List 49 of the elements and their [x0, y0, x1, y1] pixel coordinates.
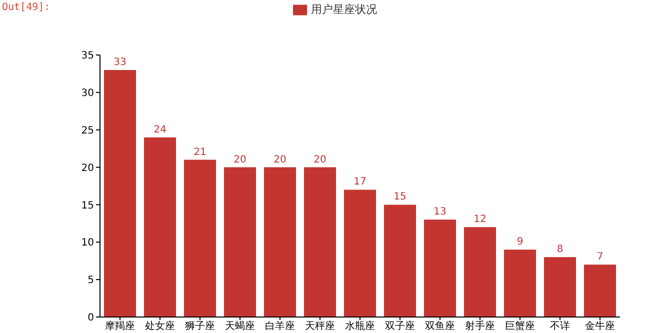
- bar: [104, 70, 136, 317]
- x-tick-label: 天秤座: [305, 320, 335, 332]
- x-tick-label: 双子座: [385, 320, 415, 332]
- bar: [184, 160, 216, 317]
- data-label: 9: [516, 236, 524, 248]
- data-label: 20: [314, 154, 326, 166]
- data-label: 8: [556, 244, 564, 256]
- data-label: 17: [354, 176, 366, 188]
- x-tick-label: 双鱼座: [425, 320, 455, 332]
- text: Out[49]:: [2, 2, 50, 13]
- bar: [344, 190, 376, 317]
- y-tick-label: 10: [81, 238, 94, 249]
- legend-label: 用户星座状况: [311, 3, 377, 16]
- x-tick-label: 处女座: [145, 320, 175, 332]
- x-tick-label: 水瓶座: [345, 320, 375, 332]
- y-tick-label: 0: [88, 312, 94, 324]
- x-tick-label: 狮子座: [185, 320, 215, 332]
- data-label: 20: [234, 154, 246, 166]
- data-label: 21: [194, 146, 206, 158]
- data-label: 24: [154, 124, 166, 136]
- y-tick-label: 20: [81, 162, 94, 174]
- bar: [424, 220, 456, 317]
- data-label: 20: [274, 154, 286, 166]
- x-tick-label: 摩羯座: [105, 320, 135, 332]
- data-label: 12: [474, 214, 486, 226]
- x-tick-label: 天蝎座: [225, 320, 255, 332]
- bar: [504, 250, 536, 317]
- x-tick-label: 不详: [550, 320, 570, 332]
- x-tick-label: 金牛座: [585, 320, 615, 332]
- y-tick-label: 15: [81, 200, 94, 212]
- bar: [264, 167, 296, 317]
- data-label: 33: [114, 56, 126, 68]
- y-tick-label: 5: [88, 275, 94, 286]
- bar: [224, 167, 256, 317]
- x-tick-label: 射手座: [465, 320, 495, 332]
- data-label: 15: [394, 192, 406, 203]
- bar: [464, 227, 496, 317]
- bar: [544, 257, 576, 317]
- data-label: 7: [596, 252, 604, 263]
- bar: [584, 264, 616, 317]
- data-label: 13: [434, 206, 446, 218]
- bar: [144, 137, 176, 317]
- x-tick-label: 巨蟹座: [505, 320, 535, 332]
- y-tick-label: 25: [81, 125, 94, 136]
- bar: [304, 167, 336, 317]
- bar: [384, 204, 416, 317]
- y-tick-label: 30: [81, 88, 94, 99]
- x-tick-label: 白羊座: [265, 320, 295, 332]
- y-tick-label: 35: [81, 50, 94, 62]
